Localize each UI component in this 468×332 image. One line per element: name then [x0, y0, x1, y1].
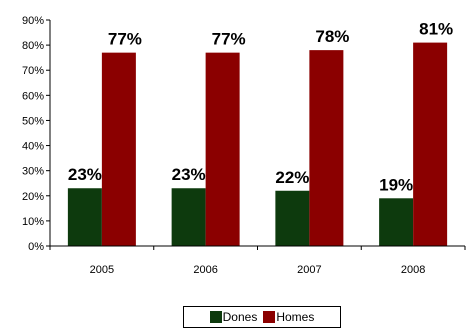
bar-homes-2006 — [205, 52, 240, 247]
bar-homes-2005 — [101, 52, 136, 247]
legend-label-homes: Homes — [276, 310, 315, 324]
bar-homes-2008 — [413, 42, 448, 246]
bar-dones-2007 — [275, 190, 310, 246]
data-label-homes-2007: 78% — [315, 27, 349, 46]
x-tick-label: 2007 — [297, 264, 321, 276]
y-tick-label: 90% — [22, 15, 44, 27]
data-label-homes-2008: 81% — [419, 20, 453, 39]
legend-swatch-homes — [263, 311, 276, 323]
bars — [67, 42, 448, 247]
y-tick-label: 20% — [22, 191, 44, 203]
data-label-homes-2005: 77% — [108, 30, 142, 49]
data-label-dones-2007: 22% — [275, 168, 309, 187]
x-tick-label: 2008 — [401, 264, 425, 276]
legend-item-dones: Dones — [209, 310, 258, 324]
x-tick-label: 2005 — [90, 264, 114, 276]
y-tick-label: 30% — [22, 166, 44, 178]
data-labels: 23% 77% 23% 77% 22% 78% 19% 81% — [68, 20, 453, 195]
x-tick-label: 2006 — [193, 264, 217, 276]
data-label-homes-2006: 77% — [212, 30, 246, 49]
y-tick-label: 10% — [22, 216, 44, 228]
y-tick-label: 40% — [22, 141, 44, 153]
y-tick-label: 80% — [22, 40, 44, 52]
bar-dones-2005 — [67, 188, 102, 246]
y-tick-label: 50% — [22, 115, 44, 127]
y-tick-label: 60% — [22, 90, 44, 102]
bar-chart: 0% 10% 20% 30% 40% 50% 60% 70% 80% 90% 23% 77% 23% 7… — [22, 15, 466, 276]
data-label-dones-2006: 23% — [172, 165, 206, 184]
legend-label-dones: Dones — [222, 310, 258, 324]
y-tick-label: 70% — [22, 65, 44, 77]
y-axis-ticks: 0% 10% 20% 30% 40% 50% 60% 70% 80% 90% — [22, 15, 50, 253]
bar-dones-2008 — [379, 198, 414, 246]
x-axis-ticks: 2005 2006 2007 2008 — [49, 246, 466, 276]
bar-dones-2006 — [171, 188, 206, 246]
legend-swatch-dones — [209, 311, 222, 323]
bar-homes-2007 — [309, 50, 344, 247]
data-label-dones-2005: 23% — [68, 165, 102, 184]
y-tick-label: 0% — [28, 241, 44, 253]
legend: Dones Homes — [183, 306, 341, 328]
data-label-dones-2008: 19% — [379, 175, 413, 194]
legend-item-homes: Homes — [263, 310, 314, 324]
